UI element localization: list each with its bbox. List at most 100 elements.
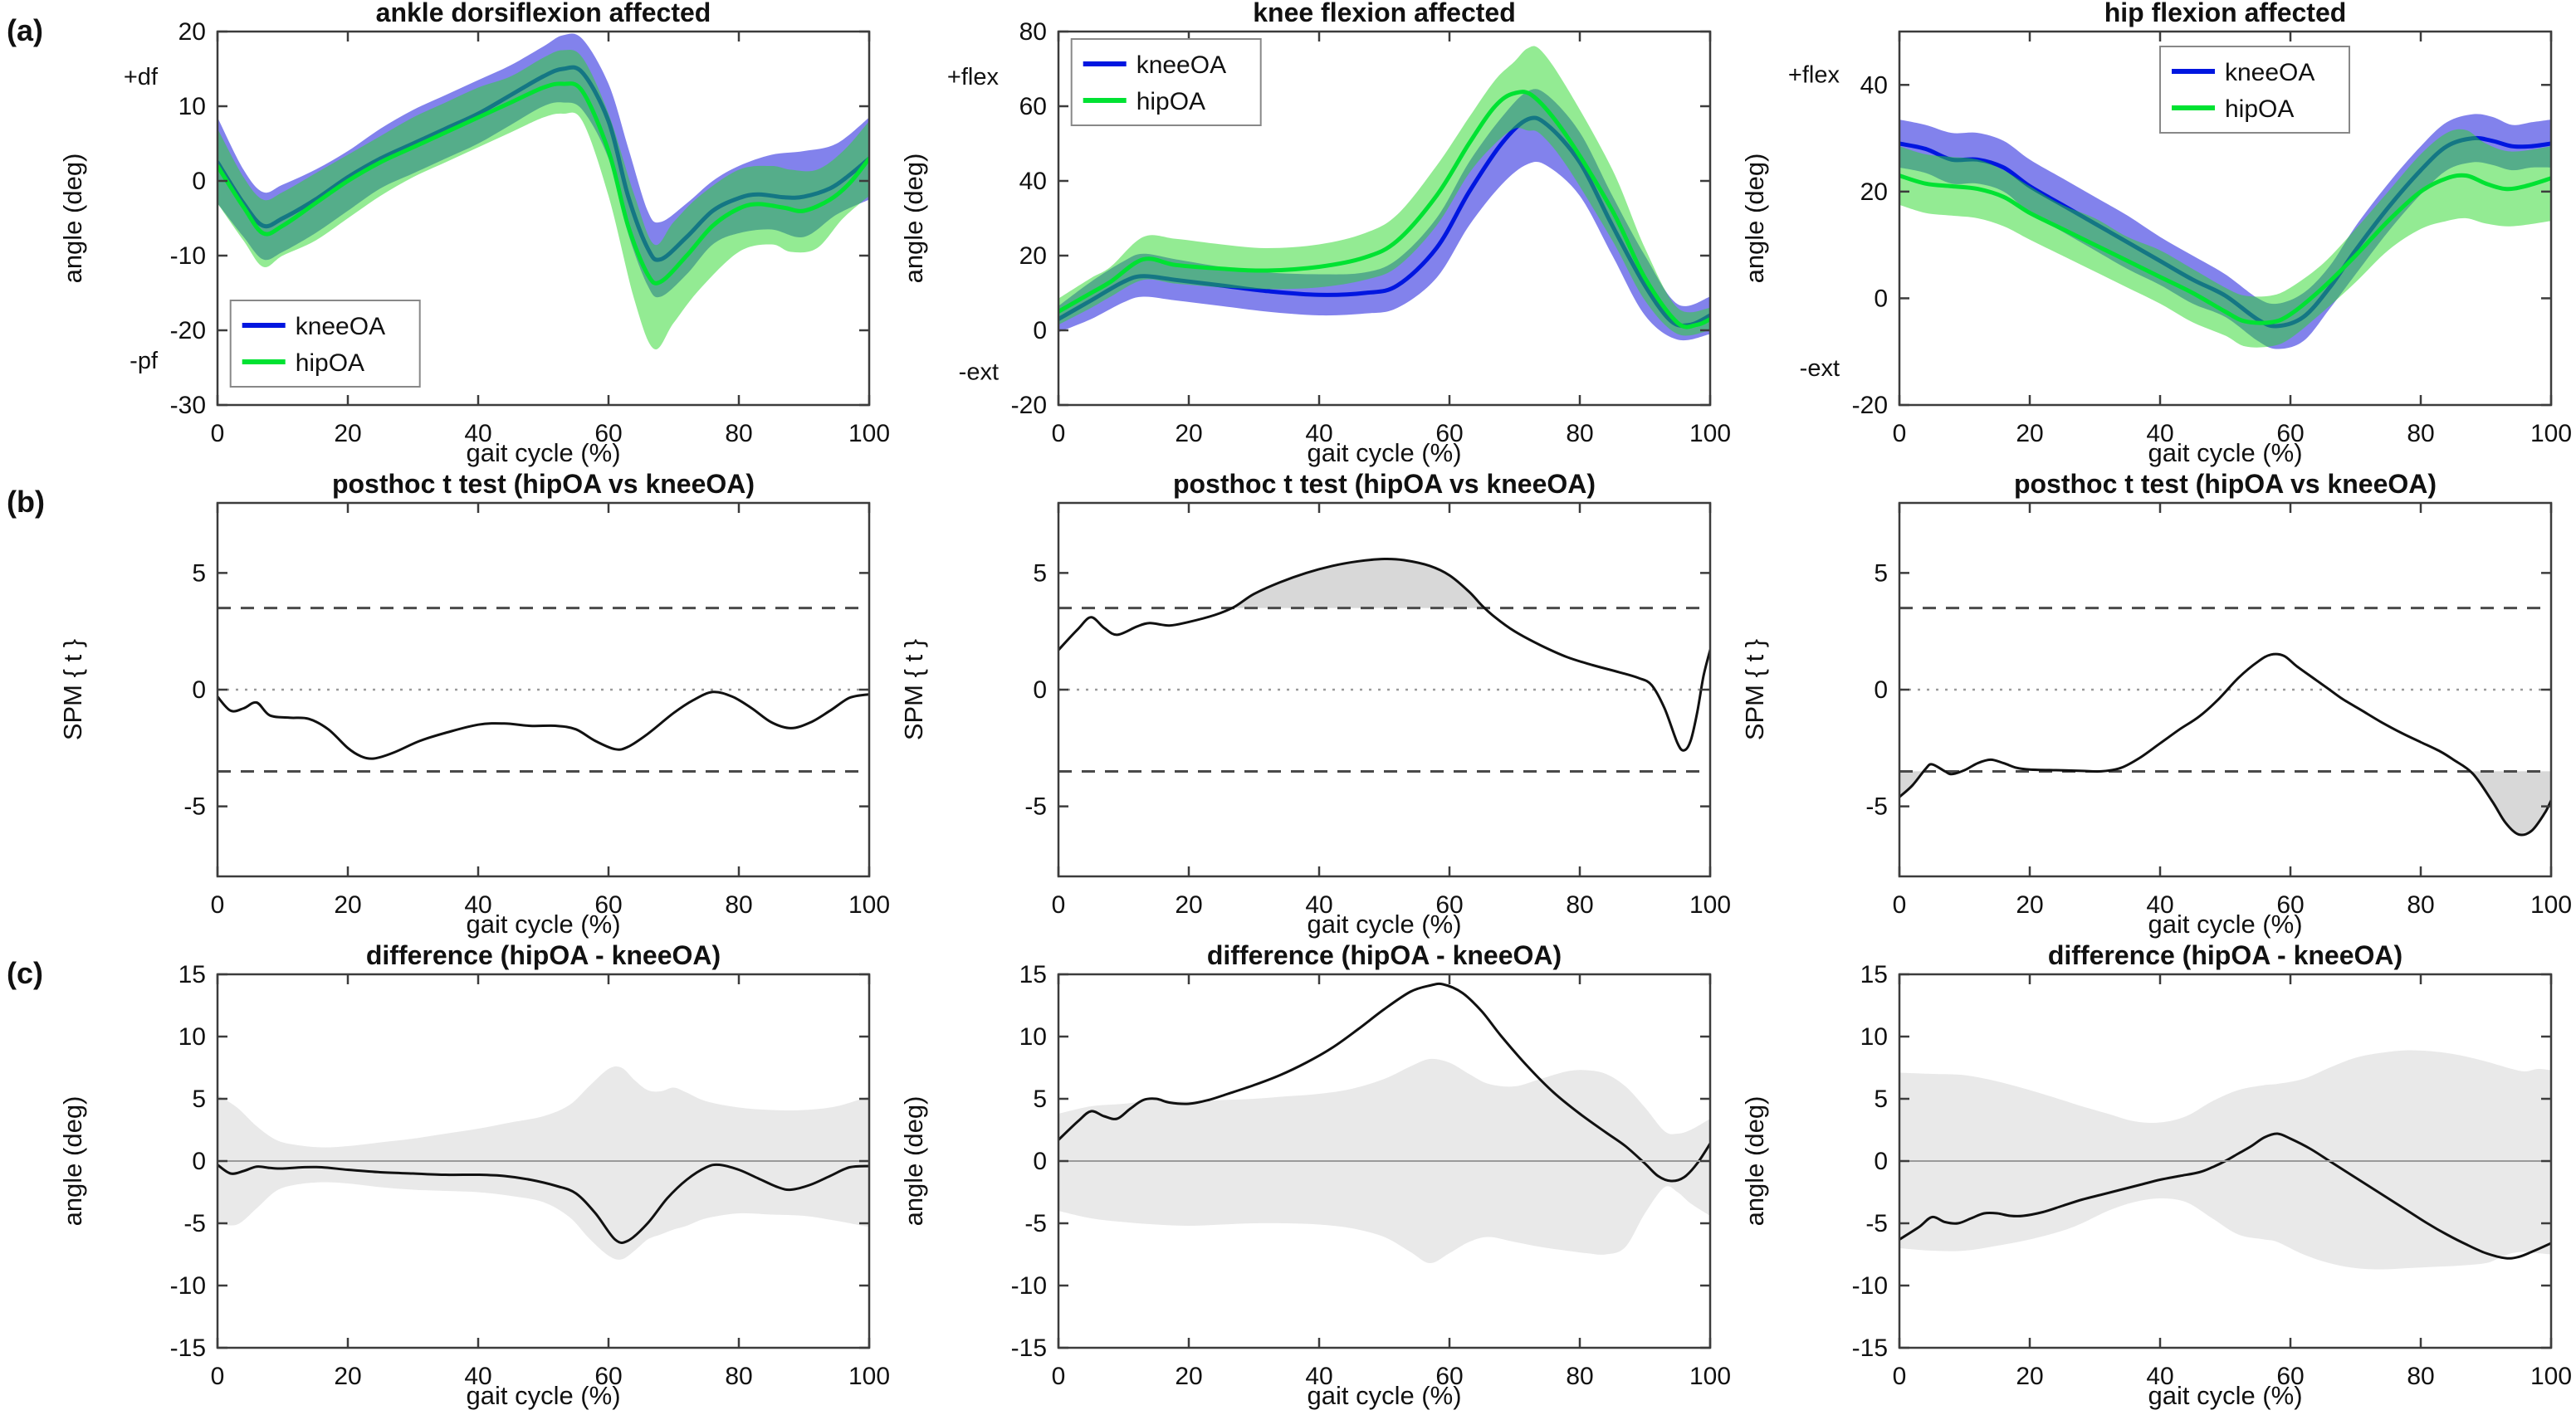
y-tick-label: 0	[1874, 1148, 1888, 1175]
plot-8: 0 20 40 60 80 100 15 10 5 0 -5 -10 -15 difference (hi…	[1740, 943, 2572, 1410]
legend-label: kneeOA	[296, 313, 385, 340]
y-tick-label: 15	[1019, 961, 1047, 988]
x-axis-label: gait cycle (%)	[2148, 1381, 2302, 1410]
y-tick-label: -10	[1852, 1272, 1888, 1300]
x-tick-label: 0	[1893, 1363, 1907, 1390]
hipOA-mean	[1058, 90, 1710, 329]
panel-label-c: (c)	[7, 956, 43, 990]
y-tick-label: 0	[1033, 676, 1047, 704]
chart-ankle-angle: 0 20 40 60 80 100 20 10 0 -10 -20 -30 ankle dorsifle…	[51, 0, 892, 471]
x-tick-label: 40	[2146, 1363, 2173, 1390]
x-axis-label: gait cycle (%)	[1307, 1381, 1461, 1410]
y-tick-label: -5	[1024, 1210, 1047, 1237]
x-tick-label: 80	[1566, 1363, 1593, 1390]
x-tick-label: 20	[2016, 891, 2043, 919]
difference-mean	[1058, 982, 1710, 1183]
x-tick-label: 100	[1689, 891, 1731, 919]
x-tick-label: 0	[1052, 891, 1066, 919]
x-tick-label: 60	[594, 1363, 622, 1390]
y-tick-label: 0	[1033, 1148, 1047, 1175]
x-tick-label: 0	[211, 420, 225, 447]
x-tick-label: 100	[2530, 420, 2572, 447]
chart-knee-difference: 0 20 40 60 80 100 15 10 5 0 -5 -10 -15 difference (hi…	[892, 943, 1733, 1414]
y-tick-label: 10	[1860, 1023, 1888, 1051]
x-tick-label: 60	[1435, 1363, 1463, 1390]
x-tick-label: 0	[211, 891, 225, 919]
x-axis-label: gait cycle (%)	[466, 438, 620, 467]
chart-title: posthoc t test (hipOA vs kneeOA)	[2014, 471, 2437, 499]
chart-knee-spm: 0 20 40 60 80 100 5 0 -5 posthoc t test (hipOA vs…	[892, 471, 1733, 943]
plot-5: 0 20 40 60 80 100 5 0 -5 posthoc t test (hipOA vs…	[1740, 471, 2572, 939]
chart-hip-angle: 0 20 40 60 80 100 40 20 0 -20 hip flexion affected…	[1733, 0, 2574, 471]
x-tick-label: 60	[1435, 891, 1463, 919]
y-tick-label: 15	[178, 961, 206, 988]
axis-direction-annotation: -ext	[959, 359, 999, 386]
legend-label: kneeOA	[2225, 59, 2314, 86]
y-tick-label: 20	[1860, 178, 1888, 206]
axis-direction-annotation: +df	[124, 64, 159, 90]
y-tick-label: 10	[178, 1023, 206, 1051]
y-tick-label: -10	[170, 1272, 206, 1300]
y-tick-label: -20	[1011, 392, 1047, 419]
y-tick-label: 40	[1860, 71, 1888, 99]
y-tick-label: 80	[1019, 18, 1047, 46]
x-tick-label: 40	[464, 420, 491, 447]
chart-hip-difference: 0 20 40 60 80 100 15 10 5 0 -5 -10 -15 difference (hi…	[1733, 943, 2574, 1414]
plot-3: 0 20 40 60 80 100 5 0 -5 posthoc t test (hipOA vs…	[58, 471, 890, 939]
y-axis-label: angle (deg)	[58, 1096, 87, 1227]
plot-7: 0 20 40 60 80 100 15 10 5 0 -5 -10 -15 difference (hi…	[899, 943, 1731, 1410]
x-tick-label: 60	[2276, 1363, 2304, 1390]
hipOA-mean	[1899, 173, 2551, 325]
chart-ankle-difference: 0 20 40 60 80 100 15 10 5 0 -5 -10 -15 difference (hi…	[51, 943, 892, 1414]
legend: kneeOA hipOA	[1070, 38, 1262, 126]
x-axis-label: gait cycle (%)	[466, 1381, 620, 1410]
y-tick-label: -5	[1865, 793, 1888, 821]
x-tick-label: 80	[2407, 891, 2434, 919]
x-tick-label: 40	[464, 1363, 491, 1390]
y-axis-label: SPM { t }	[1740, 639, 1769, 740]
y-tick-label: 5	[1874, 559, 1888, 587]
x-tick-label: 0	[1893, 891, 1907, 919]
y-tick-label: 20	[178, 18, 206, 46]
x-tick-label: 20	[2016, 1363, 2043, 1390]
x-tick-label: 100	[1689, 1363, 1731, 1390]
difference-mean	[218, 1163, 869, 1245]
y-axis-label: angle (deg)	[1740, 1096, 1769, 1227]
hipOA-band	[218, 49, 869, 350]
legend: kneeOA hipOA	[2159, 46, 2350, 134]
y-axis-label: SPM { t }	[58, 639, 87, 740]
y-axis-label: angle (deg)	[899, 154, 928, 284]
y-tick-label: 5	[1033, 1086, 1047, 1113]
x-tick-label: 0	[211, 1363, 225, 1390]
x-tick-label: 20	[1175, 1363, 1202, 1390]
y-tick-label: 0	[192, 676, 206, 704]
y-tick-label: -10	[1011, 1272, 1047, 1300]
y-tick-label: 5	[1874, 1086, 1888, 1113]
x-tick-label: 20	[2016, 420, 2043, 447]
chart-title: hip flexion affected	[2104, 0, 2347, 27]
x-tick-label: 80	[2407, 1363, 2434, 1390]
x-tick-label: 60	[1435, 420, 1463, 447]
hipOA-band	[1058, 46, 1710, 336]
t-statistic	[1058, 557, 1710, 752]
x-tick-label: 100	[1689, 420, 1731, 447]
x-tick-label: 80	[2407, 420, 2434, 447]
x-tick-label: 60	[594, 420, 622, 447]
y-tick-label: 20	[1019, 242, 1047, 270]
y-tick-label: 5	[1033, 559, 1047, 587]
x-tick-label: 60	[594, 891, 622, 919]
chart-title: difference (hipOA - kneeOA)	[1207, 943, 1562, 970]
chart-title: difference (hipOA - kneeOA)	[2048, 943, 2402, 970]
t-statistic	[1899, 652, 2551, 837]
x-axis-label: gait cycle (%)	[466, 910, 620, 939]
x-tick-label: 100	[848, 1363, 890, 1390]
x-tick-label: 40	[1305, 1363, 1332, 1390]
y-tick-label: 5	[192, 559, 206, 587]
chart-knee-angle: 0 20 40 60 80 100 80 60 40 20 0 -20 knee flexion aff…	[892, 0, 1733, 471]
y-axis-label: angle (deg)	[899, 1096, 928, 1227]
x-tick-label: 80	[1566, 891, 1593, 919]
x-tick-label: 0	[1893, 420, 1907, 447]
x-tick-label: 40	[1305, 891, 1332, 919]
